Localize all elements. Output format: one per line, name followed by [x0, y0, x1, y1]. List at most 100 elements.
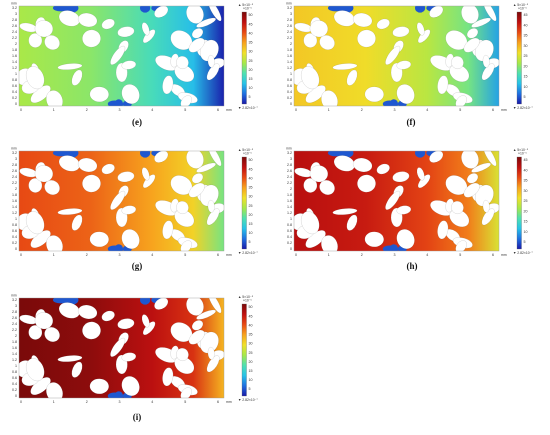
y-tick-label: 0.6: [287, 229, 292, 233]
y-tick-label: 1.6: [12, 199, 17, 203]
y-tick-label: 1.2: [12, 358, 17, 362]
pore: [28, 325, 43, 340]
pore: [89, 231, 109, 248]
y-tick-label: 2.6: [12, 316, 17, 320]
pore: [392, 171, 410, 183]
y-tick-label: 0.4: [287, 235, 292, 239]
y-tick-label: 1.6: [287, 54, 292, 58]
colorbar-tick-label: 15: [249, 369, 253, 373]
colorbar-tick-label: 45: [524, 13, 528, 17]
pore: [71, 361, 83, 378]
y-tick-label: 0.4: [12, 382, 17, 386]
pore: [191, 28, 204, 39]
plot-h: 3.2 3 2.8 2.6 2.4 2.2 2 1.8 1.6 1.4 1.2 1 0.8 0.6 0.4 0…: [286, 147, 533, 258]
pore: [300, 211, 320, 235]
x-tick-label: 6: [217, 108, 219, 112]
pore: [89, 86, 109, 103]
x-tick-label: 1: [53, 108, 55, 112]
pore: [77, 12, 98, 28]
low-spot: [107, 392, 122, 398]
colorbar-tick-label: 15: [249, 222, 253, 226]
pore: [309, 20, 329, 38]
y-tick-label: 1.4: [287, 205, 292, 209]
y-tick-label: 1.4: [12, 205, 17, 209]
pore: [162, 220, 174, 240]
y-unit-label: mm: [286, 147, 292, 151]
pore: [154, 298, 169, 310]
colorbar-tick-label: 45: [249, 22, 253, 26]
x-tick-label: 3: [394, 253, 396, 257]
y-tick-label: 0.2: [287, 96, 292, 100]
x-tick-label: 1: [53, 400, 55, 404]
y-tick-label: 0.8: [287, 223, 292, 227]
pore: [309, 165, 329, 183]
x-tick-label: 2: [361, 253, 363, 257]
pore: [89, 378, 109, 395]
pore: [176, 201, 189, 214]
pore: [449, 64, 470, 83]
pore: [471, 162, 491, 173]
colorbar-tick-label: 25: [524, 54, 528, 58]
pore: [451, 56, 464, 69]
y-tick-label: 2.2: [12, 36, 17, 40]
pore: [416, 167, 425, 181]
y-tick-label: 1.8: [287, 48, 292, 52]
y-tick-label: 1: [15, 217, 17, 221]
colorbar-max-label: ▲ 5×10⁻⁵: [513, 3, 529, 7]
colorbar-tick-label: 20: [524, 210, 528, 214]
colorbar-tick-label: 25: [249, 59, 253, 63]
x-tick-label: 5: [184, 108, 186, 112]
panel-h: 3.2 3 2.8 2.6 2.4 2.2 2 1.8 1.6 1.4 1.2 1 0.8 0.6 0.4 0…: [275, 145, 550, 275]
pore: [141, 22, 150, 36]
pore: [117, 26, 135, 38]
y-tick-label: 0: [15, 394, 17, 398]
pore: [207, 54, 215, 68]
y-tick-label: 2.6: [12, 24, 17, 28]
colorbar-exponent-label: ×10⁻⁶: [243, 299, 253, 303]
pore: [176, 56, 189, 69]
y-tick-label: 2.2: [287, 36, 292, 40]
x-tick-label: 6: [217, 253, 219, 257]
pore: [385, 45, 401, 65]
colorbar-tick-label: 45: [249, 314, 253, 318]
low-spot: [327, 151, 344, 157]
pore: [34, 312, 54, 330]
colorbar-tick-label: 10: [249, 86, 253, 90]
y-tick-label: 2.2: [12, 328, 17, 332]
colorbar-tick-label: 40: [249, 31, 253, 35]
pore: [188, 329, 205, 345]
colorbar-tick-label: 45: [524, 158, 528, 162]
pore: [57, 63, 83, 70]
colorbar-tick-label: 20: [524, 65, 528, 69]
porous-field: [19, 298, 224, 398]
pore: [101, 163, 115, 175]
y-tick-label: 3.2: [287, 151, 292, 155]
pore: [483, 6, 497, 22]
pore: [207, 199, 215, 213]
pore: [25, 358, 45, 382]
x-tick-label: 0: [295, 253, 297, 257]
pore: [303, 33, 318, 48]
x-tick-label: 0: [295, 108, 297, 112]
caption-e: (e): [132, 117, 142, 127]
colorbar-tick-label: 30: [249, 195, 253, 199]
y-tick-label: 2: [290, 42, 292, 46]
y-tick-label: 1.4: [12, 352, 17, 356]
x-tick-label: 2: [86, 253, 88, 257]
pore: [176, 348, 189, 361]
colorbar-tick-label: 40: [249, 176, 253, 180]
y-unit-label: mm: [11, 294, 17, 298]
caption-f: (f): [406, 117, 416, 127]
plot-frame: [293, 150, 500, 252]
pore: [25, 66, 45, 90]
pore: [303, 178, 318, 193]
y-tick-label: 3.2: [12, 298, 17, 302]
y-tick-label: 2.4: [12, 175, 17, 179]
y-tick-label: 0.6: [12, 84, 17, 88]
panel-f: 3.2 3 2.8 2.6 2.4 2.2 2 1.8 1.6 1.4 1.2 1 0.8 0.6 0.4 0…: [275, 0, 550, 130]
pore: [376, 18, 390, 30]
y-tick-label: 1.6: [12, 54, 17, 58]
pore: [396, 84, 415, 105]
pore: [34, 20, 54, 38]
x-tick-label: 6: [492, 108, 494, 112]
